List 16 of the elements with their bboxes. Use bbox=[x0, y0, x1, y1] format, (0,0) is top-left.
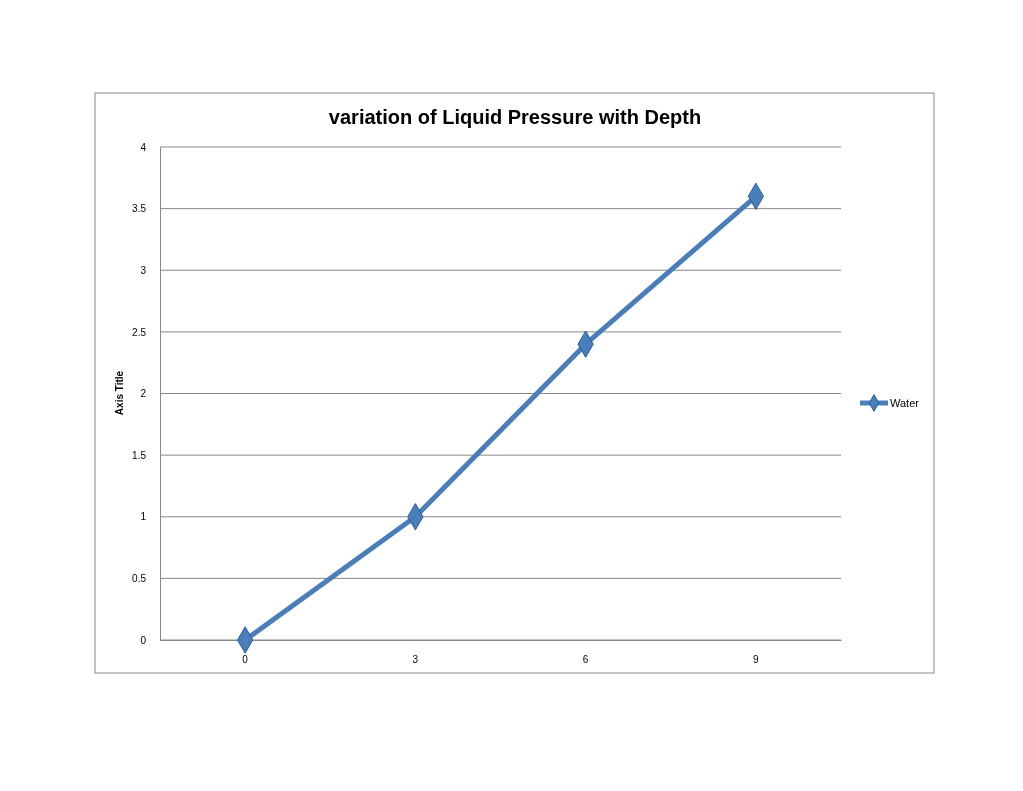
y-tick-label: 4 bbox=[140, 141, 147, 153]
y-tick-label: 1 bbox=[140, 511, 147, 523]
y-tick-label: 2.5 bbox=[132, 326, 147, 338]
y-tick-label: 3.5 bbox=[132, 203, 147, 215]
y-tick-label: 0.5 bbox=[132, 573, 147, 585]
legend-label: Water bbox=[890, 397, 920, 409]
y-tick-label: 2 bbox=[140, 388, 147, 400]
y-tick-label: 0 bbox=[140, 634, 147, 646]
y-axis-title: Axis Title bbox=[114, 370, 125, 416]
chart-title: variation of Liquid Pressure with Depth bbox=[328, 106, 702, 128]
x-tick-label: 9 bbox=[753, 654, 760, 666]
y-tick-label: 1.5 bbox=[132, 449, 147, 461]
x-tick-label: 0 bbox=[242, 654, 249, 666]
x-tick-label: 6 bbox=[582, 654, 589, 666]
y-tick-label: 3 bbox=[140, 264, 147, 276]
x-tick-label: 3 bbox=[412, 654, 419, 666]
